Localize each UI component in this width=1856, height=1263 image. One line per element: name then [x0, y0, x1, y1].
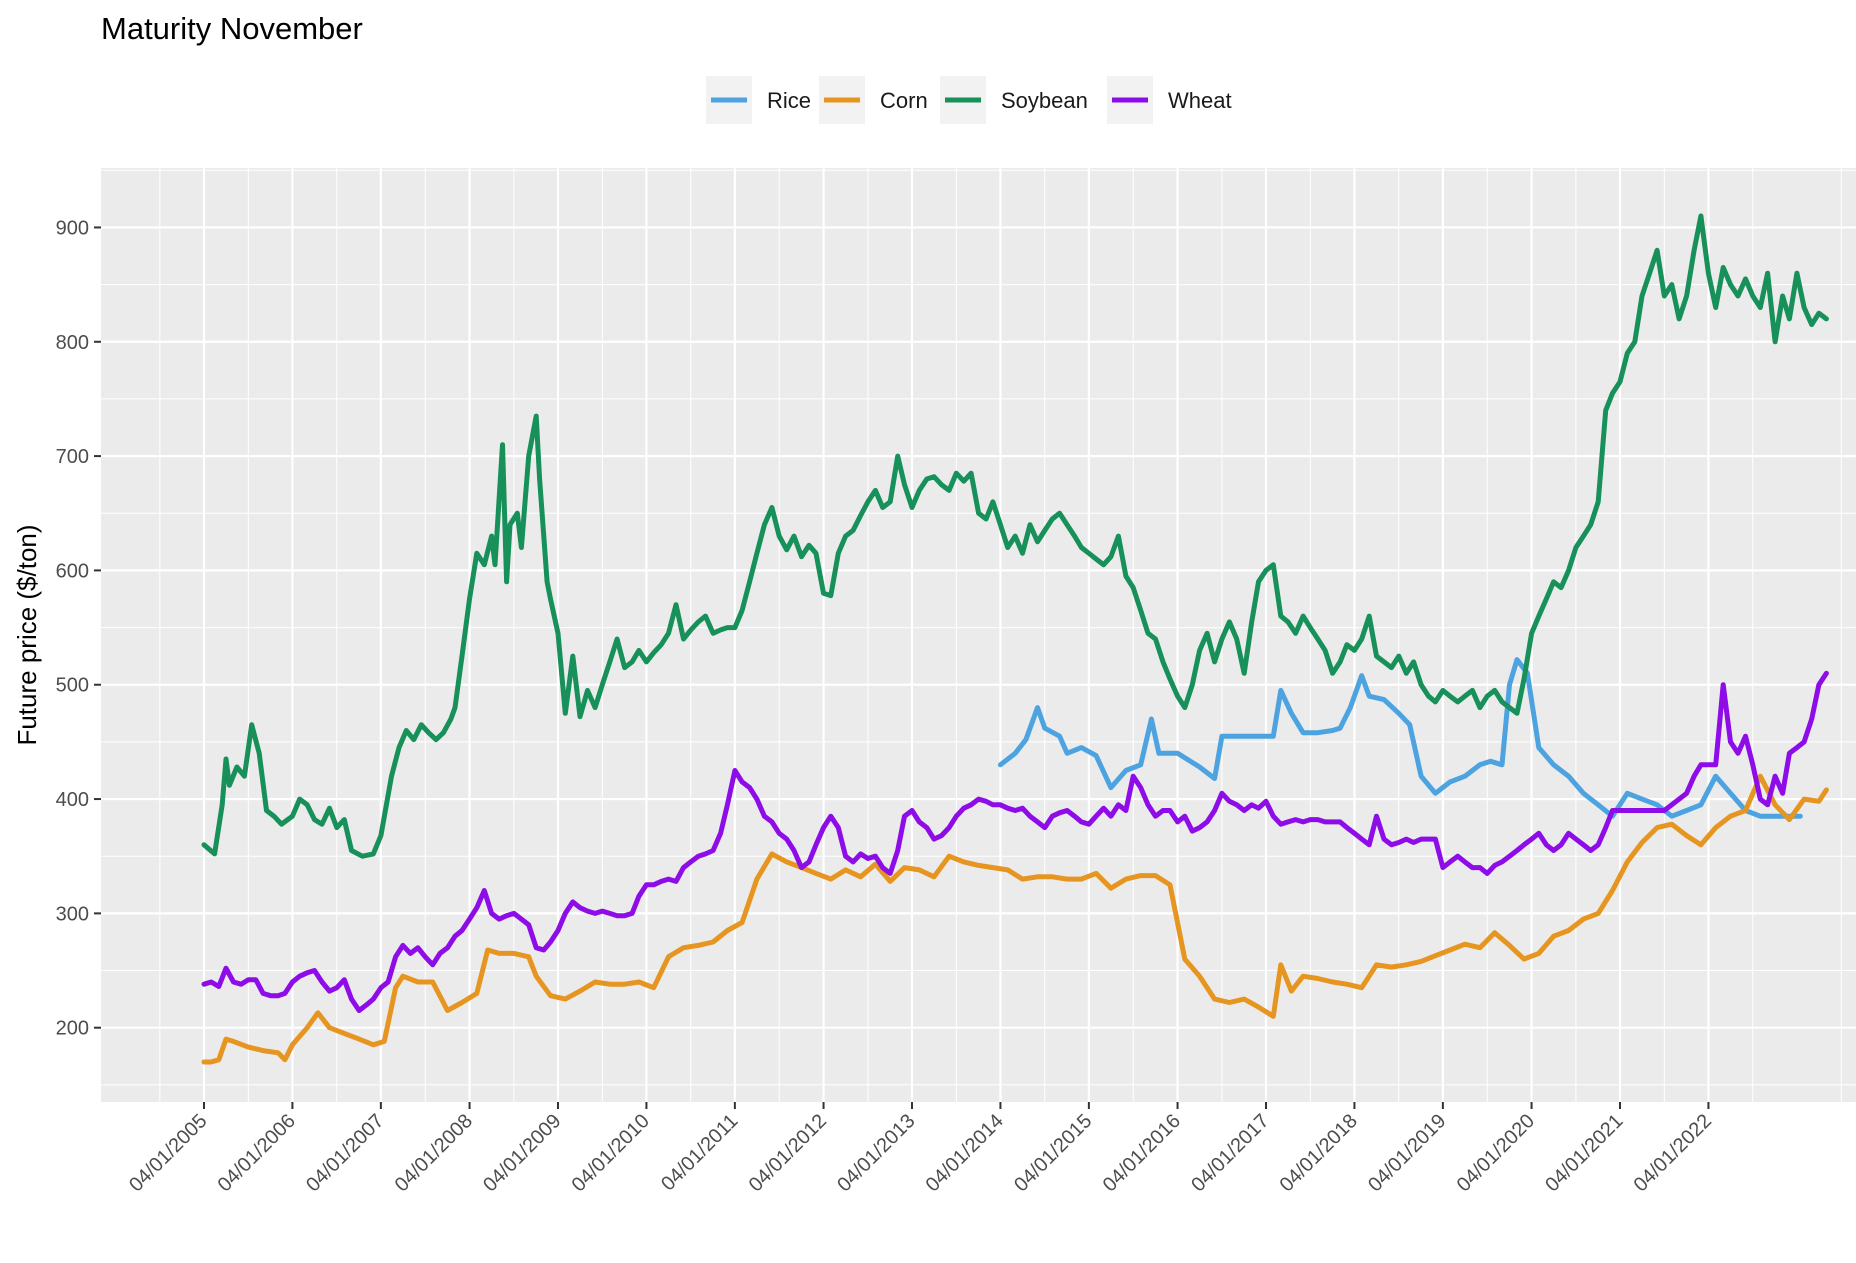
y-tick-label: 400	[56, 789, 89, 811]
x-tick-label: 04/01/2012	[745, 1110, 831, 1196]
x-tick-label: 04/01/2010	[568, 1110, 654, 1196]
legend-label: Soybean	[1001, 88, 1088, 113]
y-tick-label: 700	[56, 446, 89, 468]
x-tick-label: 04/01/2011	[657, 1110, 742, 1195]
x-tick-label: 04/01/2022	[1630, 1110, 1716, 1196]
y-tick-label: 300	[56, 903, 89, 925]
y-tick-label: 900	[56, 217, 89, 239]
x-tick-label: 04/01/2015	[1010, 1110, 1096, 1196]
x-tick-label: 04/01/2008	[391, 1110, 477, 1196]
plot-panel	[101, 168, 1856, 1102]
series-lines	[201, 213, 1829, 1065]
y-tick-label: 500	[56, 675, 89, 697]
x-tick-label: 04/01/2019	[1364, 1110, 1450, 1196]
x-tick-label: 04/01/2006	[214, 1110, 300, 1196]
x-tick-label: 04/01/2016	[1099, 1110, 1185, 1196]
y-tick-label: 200	[56, 1018, 89, 1040]
y-tick-label: 600	[56, 560, 89, 582]
y-axis-title: Future price ($/ton)	[12, 524, 42, 745]
legend-label: Rice	[767, 88, 811, 113]
x-tick-label: 04/01/2021	[1541, 1110, 1627, 1196]
x-axis: 04/01/2005 04/01/2006 04/01/2007 04/01/2008…	[125, 1102, 1716, 1196]
x-tick-label: 04/01/2013	[833, 1110, 919, 1196]
series-line-wheat	[201, 670, 1829, 1013]
series-line-corn	[201, 773, 1829, 1065]
series-line-soybean	[201, 213, 1829, 859]
x-tick-label: 04/01/2005	[125, 1110, 211, 1196]
y-tick-label: 800	[56, 332, 89, 354]
x-tick-label: 04/01/2014	[922, 1110, 1008, 1196]
minor-gridlines	[101, 168, 1856, 1102]
x-tick-label: 04/01/2017	[1187, 1110, 1273, 1196]
x-tick-label: 04/01/2007	[302, 1110, 388, 1196]
series-line-rice	[997, 657, 1803, 819]
y-axis: 200 300 400 500 600 700 800 900	[56, 217, 101, 1040]
legend-label: Wheat	[1168, 88, 1232, 113]
x-tick-label: 04/01/2009	[479, 1110, 565, 1196]
legend-label: Corn	[880, 88, 928, 113]
x-tick-label: 04/01/2018	[1276, 1110, 1362, 1196]
legend: Rice Corn Soybean Wheat	[706, 76, 1232, 124]
x-tick-label: 04/01/2020	[1453, 1110, 1539, 1196]
chart-title: Maturity November	[101, 11, 363, 46]
